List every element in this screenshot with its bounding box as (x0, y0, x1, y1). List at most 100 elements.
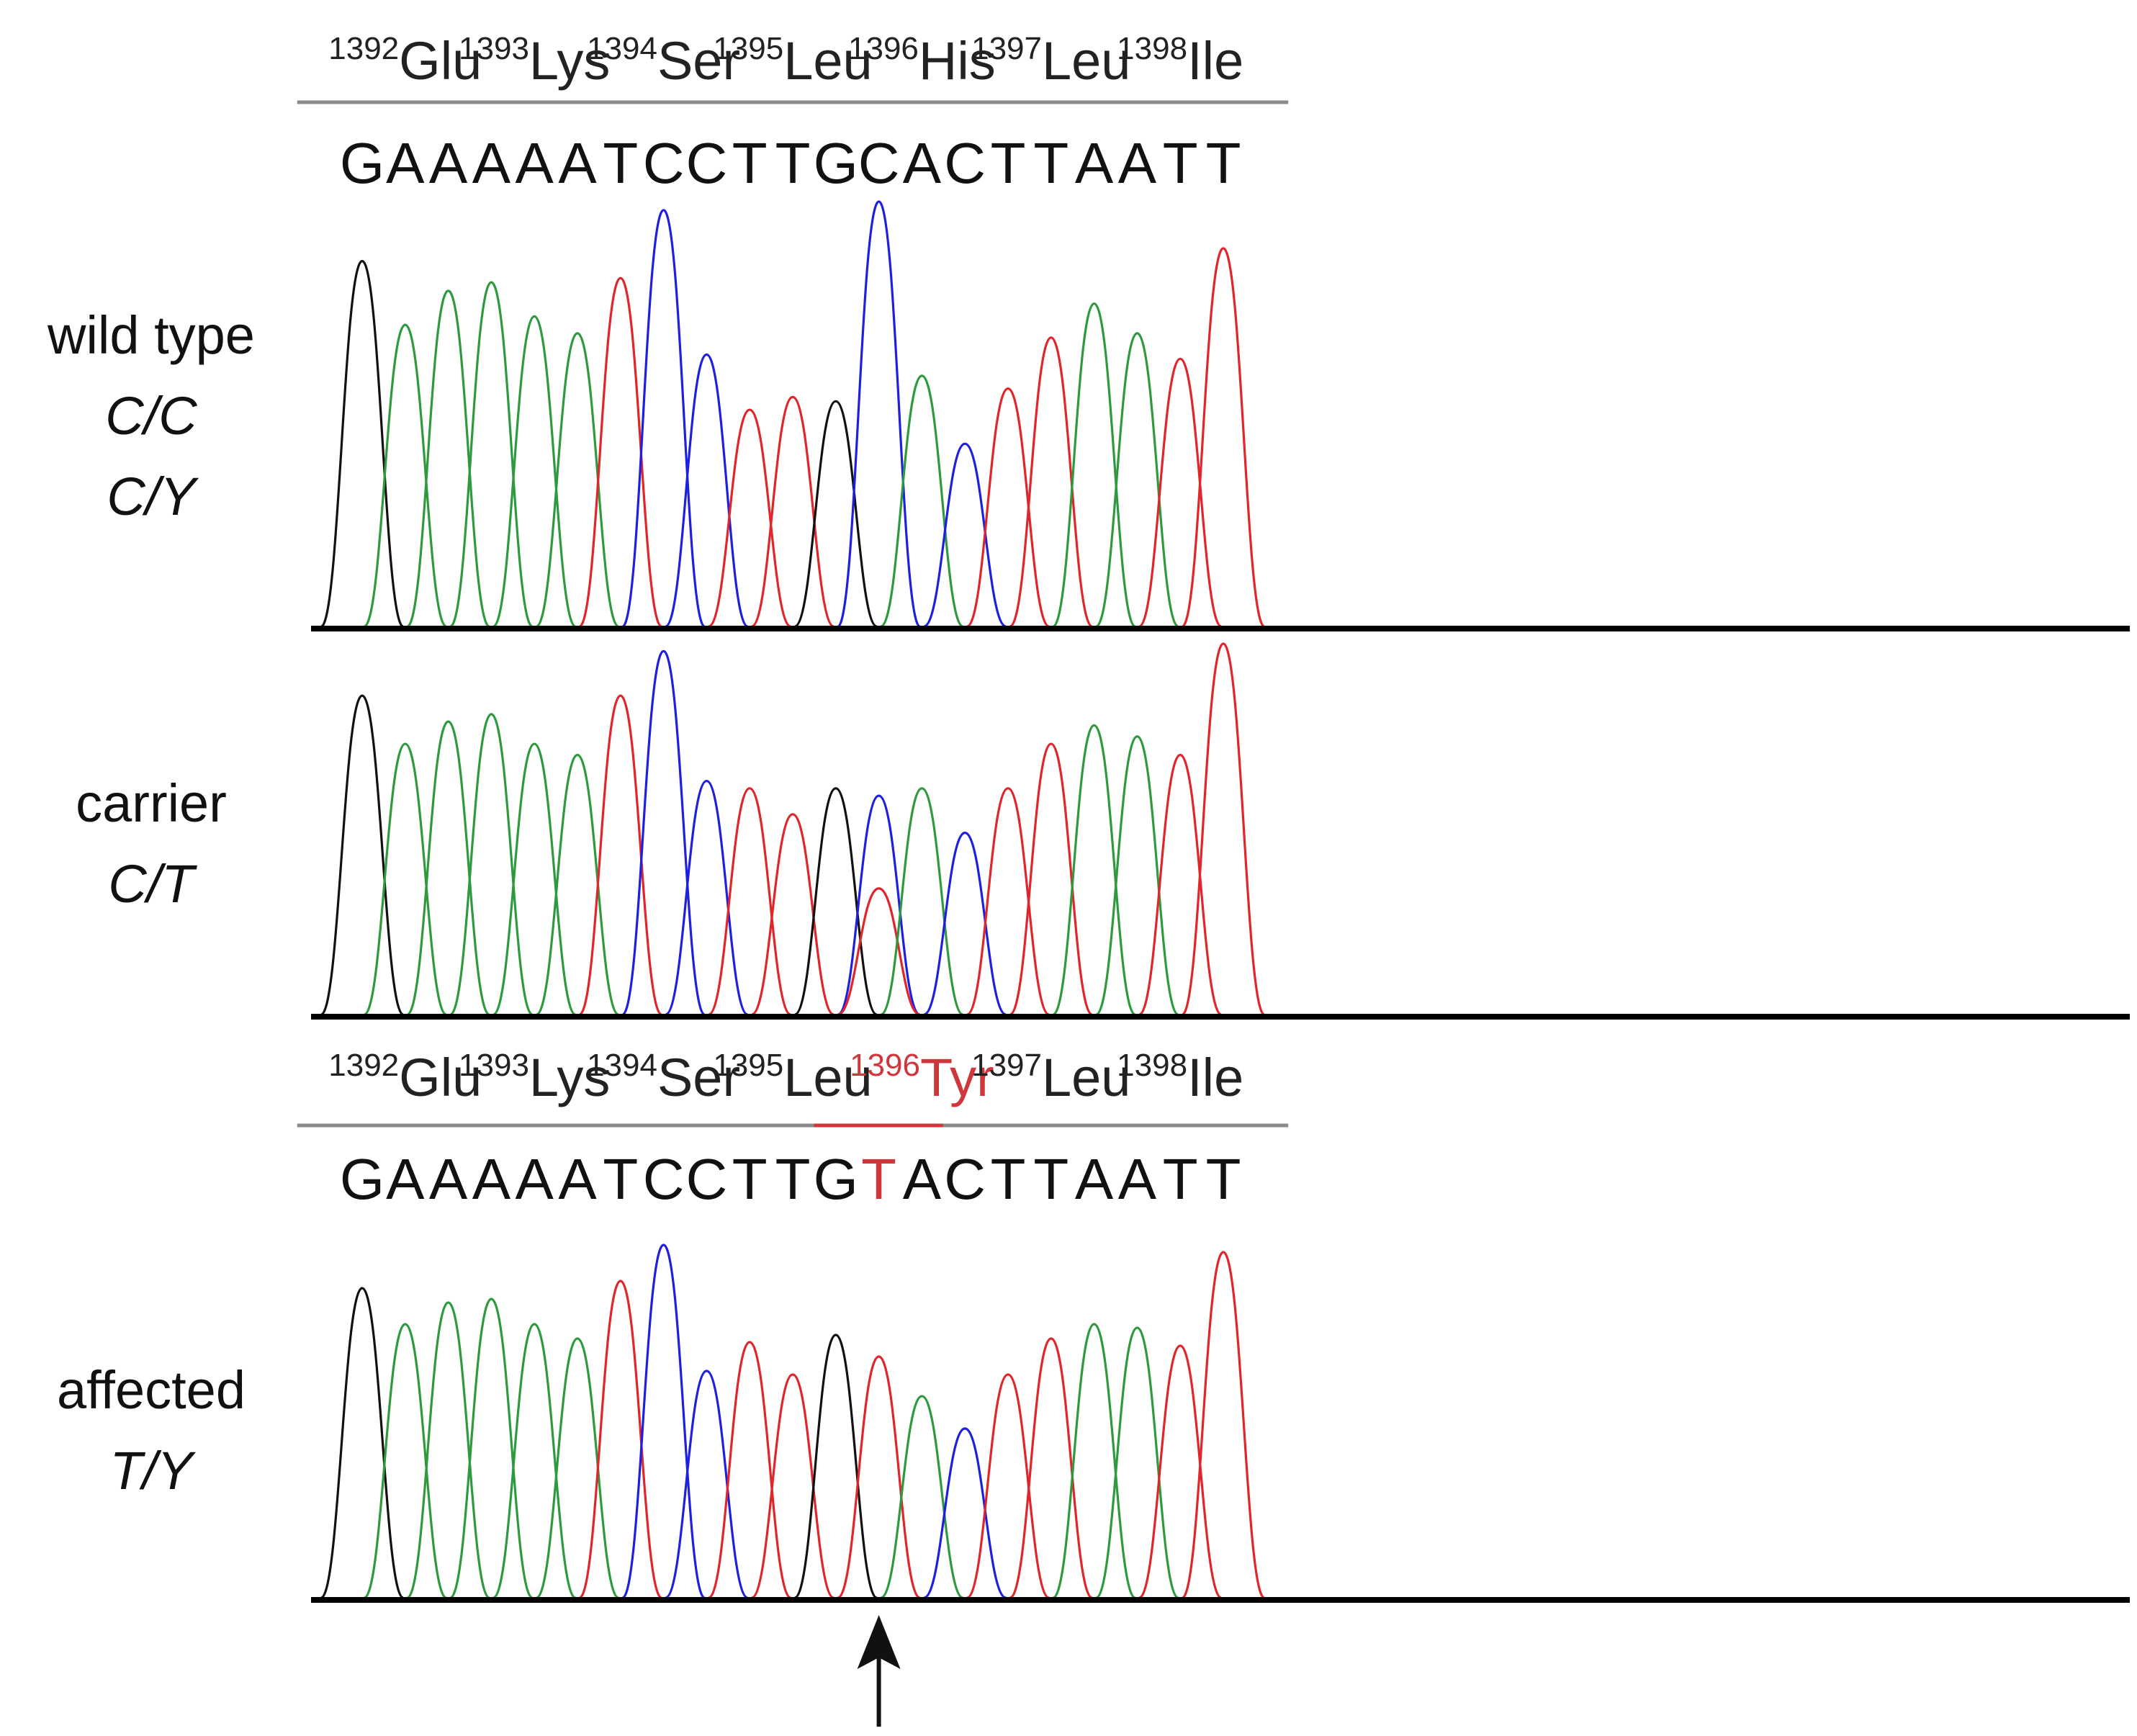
trace-2-peak-7 (621, 1243, 706, 1599)
wild-codon-aa-5: Leu (1042, 31, 1130, 91)
trace-2-peak-15 (966, 1373, 1050, 1599)
trace-1-peak-4 (492, 742, 577, 1016)
trace-1-peak-6 (578, 694, 662, 1016)
trace-1-peak-15 (966, 787, 1050, 1016)
trace-0-peak-0 (320, 260, 405, 628)
wild-type-name: wild type (48, 305, 255, 365)
codon-labels-wild: 1392Glu1393Lys1394Ser1395Leu1396His1397L… (297, 31, 1289, 104)
mutant-codon-3: 1395Leu (713, 1048, 872, 1107)
mutant-codon-number-3: 1395 (713, 1048, 783, 1083)
mutant-base-9: T (732, 1147, 768, 1211)
mutant-codon-number-4: 1396 (850, 1048, 920, 1083)
affected-name: affected (57, 1360, 246, 1420)
trace-0-peak-10 (751, 395, 834, 628)
trace-2-peak-6 (578, 1279, 662, 1599)
trace-1-peak-16 (1009, 742, 1093, 1016)
wild-base-11: G (814, 131, 858, 195)
trace-1-peak-8 (665, 779, 749, 1016)
wild-base-3: A (472, 131, 511, 195)
mutant-codon-0: 1392Glu (328, 1048, 482, 1107)
trace-panel-2 (311, 1243, 2130, 1603)
mutant-base-10: T (775, 1147, 811, 1211)
trace-0-peak-11 (794, 400, 878, 628)
mutant-codon-aa-5: Leu (1042, 1048, 1130, 1107)
trace-panel-1 (311, 642, 2130, 1020)
mutant-codon-aa-3: Leu (783, 1048, 872, 1107)
wild-codon-3: 1395Leu (713, 31, 872, 91)
mutant-base-0: G (340, 1147, 384, 1211)
trace-2-peak-14 (923, 1427, 1007, 1599)
wild-base-13: A (903, 131, 942, 195)
wild-base-14: C (944, 131, 986, 195)
mutation-arrow (857, 1615, 901, 1727)
wild-codon-aa-6: Ile (1187, 31, 1243, 91)
wild-base-20: T (1206, 131, 1241, 195)
mutant-base-12: T (861, 1147, 896, 1211)
trace-1-peak-5 (536, 753, 619, 1016)
mutant-codon-4: 1396Tyr (850, 1048, 994, 1107)
trace-2-peak-10 (751, 1373, 834, 1599)
trace-2-peak-5 (536, 1337, 619, 1599)
trace-2-peak-12 (837, 1355, 921, 1599)
wild-base-18: A (1118, 131, 1157, 195)
trace-0-peak-7 (621, 209, 706, 628)
carrier-genotype: C/T (108, 854, 194, 914)
mutant-base-8: C (686, 1147, 728, 1211)
wild-codon-aa-3: Leu (783, 31, 872, 91)
trace-1-peak-13 (880, 787, 964, 1016)
trace-1-peak-1 (363, 742, 447, 1016)
trace-2-peak-0 (320, 1287, 405, 1599)
trace-1-peak-17 (1052, 724, 1136, 1016)
mutant-base-19: T (1163, 1147, 1198, 1211)
carrier-label: carrier C/T (0, 763, 302, 925)
wild-codon-number-6: 1398 (1117, 31, 1187, 66)
wild-base-0: G (340, 131, 384, 195)
trace-2-peak-9 (708, 1341, 792, 1599)
wild-base-6: T (603, 131, 638, 195)
trace-0-peak-1 (363, 323, 447, 628)
mutant-codon-number-5: 1397 (971, 1048, 1042, 1083)
mutant-base-1: A (386, 1147, 425, 1211)
trace-2-peak-13 (880, 1395, 964, 1599)
wild-codon-5: 1397Leu (971, 31, 1130, 91)
wild-base-12: C (858, 131, 900, 195)
trace-0-peak-9 (708, 408, 791, 628)
mutant-codon-number-1: 1393 (459, 1048, 529, 1083)
wild-base-16: T (1033, 131, 1068, 195)
mutant-codon-number-0: 1392 (328, 1048, 399, 1083)
trace-0-peak-19 (1138, 357, 1223, 628)
wild-base-10: T (775, 131, 811, 195)
wild-codon-6: 1398Ile (1117, 31, 1243, 91)
mutant-base-16: T (1033, 1147, 1068, 1211)
mutant-base-17: A (1075, 1147, 1114, 1211)
mutant-base-15: T (991, 1147, 1026, 1211)
wild-base-15: T (991, 131, 1026, 195)
trace-2-peak-3 (449, 1297, 534, 1599)
trace-1-peak-0 (320, 694, 404, 1016)
wild-base-8: C (686, 131, 728, 195)
mutant-codon-1: 1393Lys (459, 1048, 610, 1107)
wild-base-9: T (732, 131, 768, 195)
trace-2-peak-8 (665, 1370, 749, 1599)
wild-codon-number-0: 1392 (328, 31, 399, 66)
wild-base-19: T (1163, 131, 1198, 195)
wild-type-label: wild type C/C C/Y (0, 295, 302, 537)
mutant-base-6: T (603, 1147, 638, 1211)
mutant-base-3: A (472, 1147, 511, 1211)
trace-0-peak-20 (1181, 247, 1266, 628)
trace-0-peak-14 (923, 442, 1007, 628)
mutant-base-18: A (1118, 1147, 1157, 1211)
mutant-base-4: A (516, 1147, 554, 1211)
trace-1-peak-14 (923, 832, 1007, 1016)
trace-0-peak-3 (449, 281, 534, 628)
wild-base-5: A (558, 131, 597, 195)
trace-1-peak-7 (621, 649, 706, 1016)
wild-codon-1: 1393Lys (459, 31, 610, 91)
trace-0-peak-6 (578, 276, 663, 628)
wild-codon-number-3: 1395 (713, 31, 783, 66)
wild-base-4: A (516, 131, 554, 195)
mutant-base-14: C (944, 1147, 986, 1211)
wild-codon-0: 1392Glu (328, 31, 482, 91)
